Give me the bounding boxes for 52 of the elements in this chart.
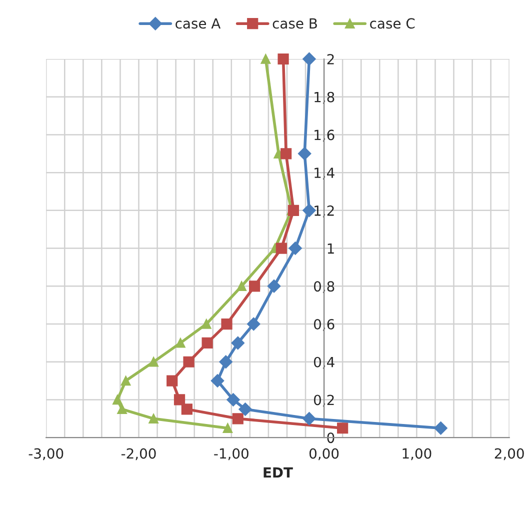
point — [226, 393, 240, 406]
point — [221, 318, 232, 330]
point — [278, 53, 289, 65]
point — [202, 337, 213, 348]
point — [260, 54, 271, 64]
point — [267, 280, 281, 293]
point — [183, 356, 194, 368]
point — [298, 147, 312, 160]
point — [337, 422, 348, 434]
x-tick-label: -1,00 — [214, 448, 248, 460]
point — [236, 281, 246, 292]
point — [302, 52, 316, 66]
point — [302, 412, 316, 426]
x-tick-label: 0,00 — [309, 448, 339, 460]
x-tick-label: -2,00 — [121, 448, 156, 460]
point — [166, 375, 178, 386]
point — [238, 402, 252, 416]
point — [222, 423, 233, 433]
point — [174, 394, 186, 406]
point — [210, 374, 224, 388]
point — [219, 355, 232, 368]
point — [276, 242, 287, 254]
x-tick-label: -3,00 — [28, 448, 64, 460]
point — [148, 357, 158, 367]
point — [232, 413, 244, 424]
point — [249, 280, 260, 292]
point — [302, 204, 316, 218]
y-tick-label: 0,6 — [314, 318, 334, 331]
point — [434, 422, 448, 435]
point — [112, 394, 122, 405]
point — [117, 404, 127, 414]
x-axis-title: EDT — [264, 467, 293, 478]
y-tick-label: 0,8 — [314, 281, 334, 294]
point — [120, 376, 131, 386]
point — [148, 414, 158, 424]
y-tick-label: 2 — [327, 54, 334, 64]
point — [176, 338, 186, 348]
point — [231, 336, 244, 350]
x-tick-label: 2,00 — [494, 448, 524, 460]
legend-label: case B — [272, 18, 317, 29]
point — [288, 242, 302, 255]
point — [288, 204, 300, 216]
point — [181, 404, 192, 415]
point — [247, 317, 260, 331]
x-tick-label: 1,00 — [402, 448, 432, 460]
y-tick-label: 1,8 — [314, 92, 334, 104]
y-tick-label: 0,4 — [314, 356, 334, 369]
y-tick-label: 1 — [328, 243, 334, 254]
legend-label: case C — [370, 18, 415, 29]
point — [202, 319, 212, 329]
legend-label: case A — [176, 18, 221, 29]
point — [280, 148, 292, 160]
